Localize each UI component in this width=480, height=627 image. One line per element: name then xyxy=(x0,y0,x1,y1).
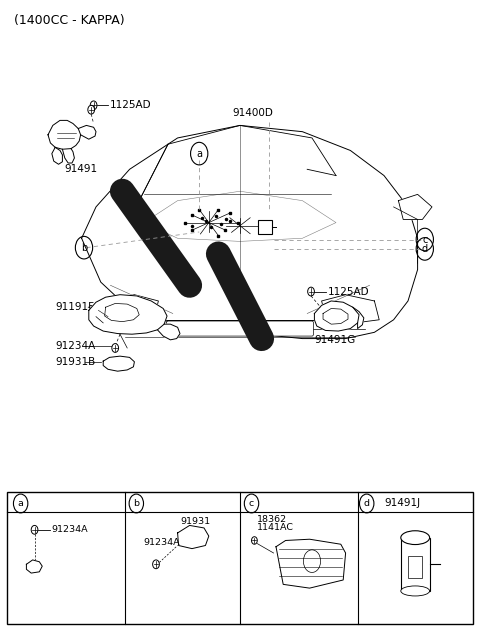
Text: 91191F: 91191F xyxy=(55,302,94,312)
Polygon shape xyxy=(78,125,96,139)
Circle shape xyxy=(31,525,38,534)
Text: 1141AC: 1141AC xyxy=(257,524,294,532)
Text: (1400CC - KAPPA): (1400CC - KAPPA) xyxy=(14,14,125,27)
Polygon shape xyxy=(103,356,134,371)
Text: 1125AD: 1125AD xyxy=(109,100,151,110)
Text: 91400D: 91400D xyxy=(233,108,274,118)
Text: 1125AD: 1125AD xyxy=(327,287,369,297)
Circle shape xyxy=(252,537,257,544)
Polygon shape xyxy=(48,120,81,149)
Ellipse shape xyxy=(401,530,430,544)
Polygon shape xyxy=(89,295,167,334)
Bar xyxy=(408,556,422,577)
Polygon shape xyxy=(322,295,379,324)
Text: 91234A: 91234A xyxy=(143,538,180,547)
Bar xyxy=(7,492,473,624)
Polygon shape xyxy=(101,295,158,324)
Text: c: c xyxy=(249,499,254,508)
Text: a: a xyxy=(196,149,202,159)
Text: 91234A: 91234A xyxy=(55,341,96,351)
Text: 18362: 18362 xyxy=(257,515,287,524)
Polygon shape xyxy=(314,301,359,331)
Polygon shape xyxy=(276,539,346,588)
Text: d: d xyxy=(422,244,428,254)
Polygon shape xyxy=(398,194,432,219)
FancyBboxPatch shape xyxy=(167,321,313,336)
Polygon shape xyxy=(52,147,62,164)
Polygon shape xyxy=(157,324,180,340)
Text: b: b xyxy=(133,499,139,508)
Text: 91491G: 91491G xyxy=(314,335,356,345)
Polygon shape xyxy=(178,525,209,549)
Text: d: d xyxy=(364,499,370,508)
Text: c: c xyxy=(422,234,428,245)
Polygon shape xyxy=(62,149,74,163)
Circle shape xyxy=(90,101,97,110)
Circle shape xyxy=(153,560,159,569)
Circle shape xyxy=(308,287,314,296)
Text: 91234A: 91234A xyxy=(52,525,88,534)
Polygon shape xyxy=(82,125,418,339)
Text: 91491: 91491 xyxy=(65,164,98,174)
Circle shape xyxy=(112,344,119,352)
Polygon shape xyxy=(26,560,42,573)
Text: 91491J: 91491J xyxy=(384,498,420,508)
Text: a: a xyxy=(18,499,24,508)
Circle shape xyxy=(88,105,95,114)
Text: 91931: 91931 xyxy=(180,517,210,526)
Polygon shape xyxy=(353,307,364,329)
Bar xyxy=(401,537,430,591)
Text: 91931B: 91931B xyxy=(55,357,96,367)
Ellipse shape xyxy=(401,586,430,596)
Bar xyxy=(258,220,272,234)
Text: b: b xyxy=(81,243,87,253)
